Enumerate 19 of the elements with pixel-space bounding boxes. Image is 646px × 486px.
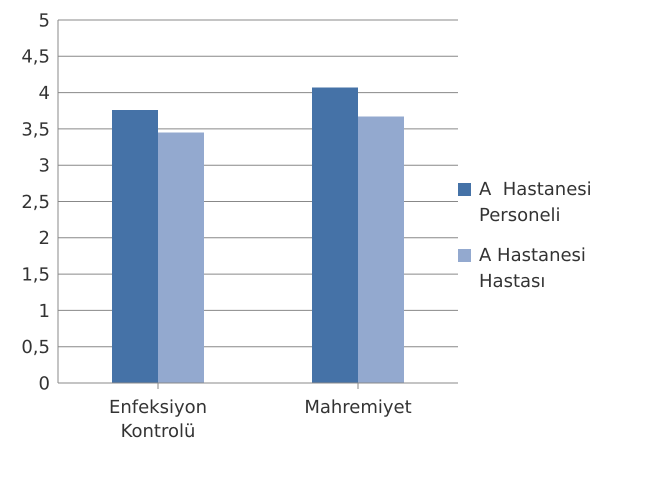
y-tick-label: 3 — [38, 156, 50, 177]
legend-label: A Hastanesi Hastası — [479, 244, 587, 294]
y-tick-label: 3,5 — [21, 119, 50, 140]
y-tick-label: 0 — [38, 373, 50, 394]
bar — [158, 132, 204, 383]
y-tick-label: 1 — [38, 300, 50, 322]
y-tick-label: 2 — [38, 228, 50, 250]
bar — [358, 116, 404, 383]
y-tick-label: 1,5 — [21, 264, 50, 286]
bar — [112, 110, 158, 383]
y-tick-label: 2,5 — [21, 192, 50, 213]
y-tick-label: 4 — [38, 82, 50, 104]
bar — [312, 88, 358, 383]
y-tick-label: 4,5 — [21, 46, 50, 68]
x-tick-label: Enfeksiyon Kontrolü — [108, 397, 208, 442]
legend-label: A Hastanesi Personeli — [479, 178, 593, 228]
y-tick-label: 5 — [38, 10, 50, 32]
y-tick-label: 0,5 — [21, 337, 50, 358]
x-tick-label: Mahremiyet — [304, 397, 412, 418]
